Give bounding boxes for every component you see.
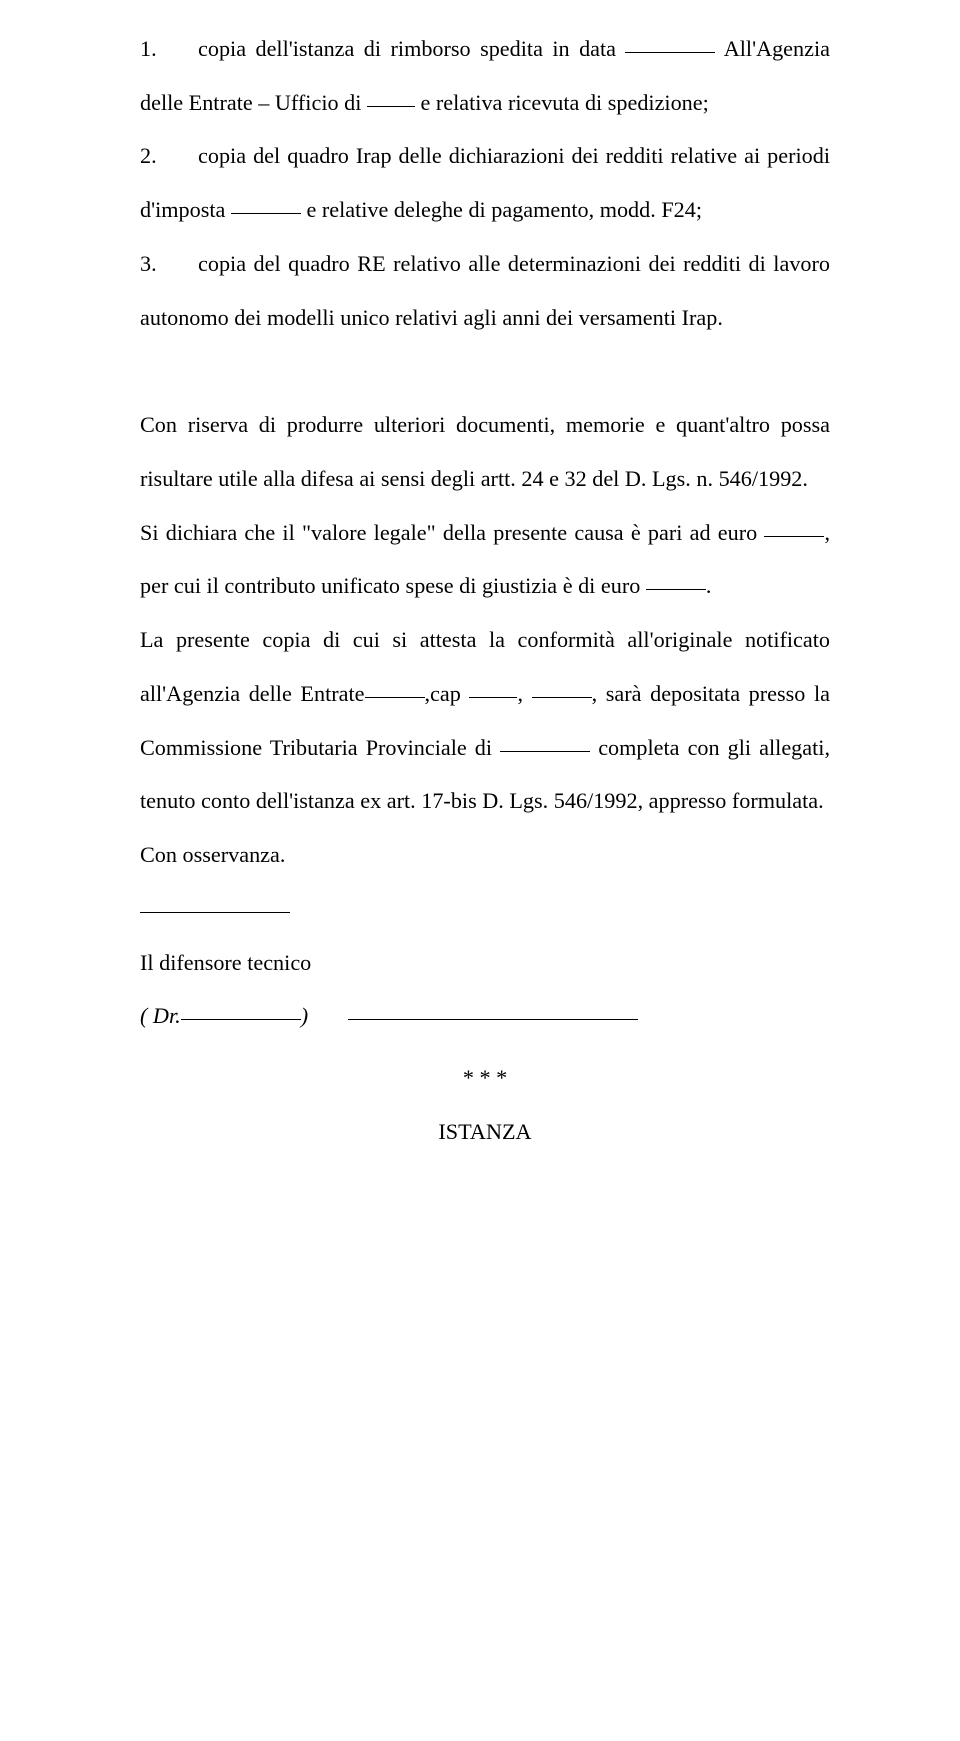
document-page: 1.copia dell'istanza di rimborso spedita… [0,0,960,1741]
paragraph: La presente copia di cui si attesta la c… [140,613,830,828]
text: ) [301,1003,308,1028]
text: Si dichiara che il "valore legale" della… [140,520,764,545]
list-number: 2. [140,129,198,183]
signature-dr: ( Dr.) [140,989,308,1043]
paragraph: Con riserva di produrre ulteriori docume… [140,398,830,505]
signature-row: ( Dr.) [140,989,830,1043]
footer-stars: * * * [140,1051,830,1105]
blank-field [469,697,517,698]
text: ,cap [425,681,470,706]
blank-field [367,106,415,107]
list-item-2: 2.copia del quadro Irap delle dichiarazi… [140,129,830,236]
blank-field [181,1019,301,1020]
text: , [517,681,531,706]
paragraph: Si dichiara che il "valore legale" della… [140,506,830,613]
blank-field [365,697,425,698]
spacer [140,344,830,398]
blank-field [140,912,290,913]
list-text: e relative deleghe di pagamento, modd. F… [301,197,702,222]
list-item-1: 1.copia dell'istanza di rimborso spedita… [140,22,830,129]
signature-label: Il difensore tecnico [140,936,830,990]
paragraph: Con osservanza. [140,828,830,882]
blank-field [646,589,706,590]
list-item-3: 3.copia del quadro RE relativo alle dete… [140,237,830,344]
blank-line [140,882,830,936]
blank-field [625,52,715,53]
footer-title: ISTANZA [140,1105,830,1159]
footer: * * * ISTANZA [140,1051,830,1158]
blank-field [231,213,301,214]
text: ( Dr. [140,1003,181,1028]
text: . [706,573,712,598]
list-number: 1. [140,22,198,76]
blank-field [500,751,590,752]
list-number: 3. [140,237,198,291]
blank-field [532,697,592,698]
list-text: copia dell'istanza di rimborso spedita i… [198,36,625,61]
list-text: copia del quadro RE relativo alle determ… [140,251,830,330]
blank-field [764,536,824,537]
list-text: e relativa ricevuta di spedizione; [415,90,709,115]
signature-line [348,1019,638,1020]
